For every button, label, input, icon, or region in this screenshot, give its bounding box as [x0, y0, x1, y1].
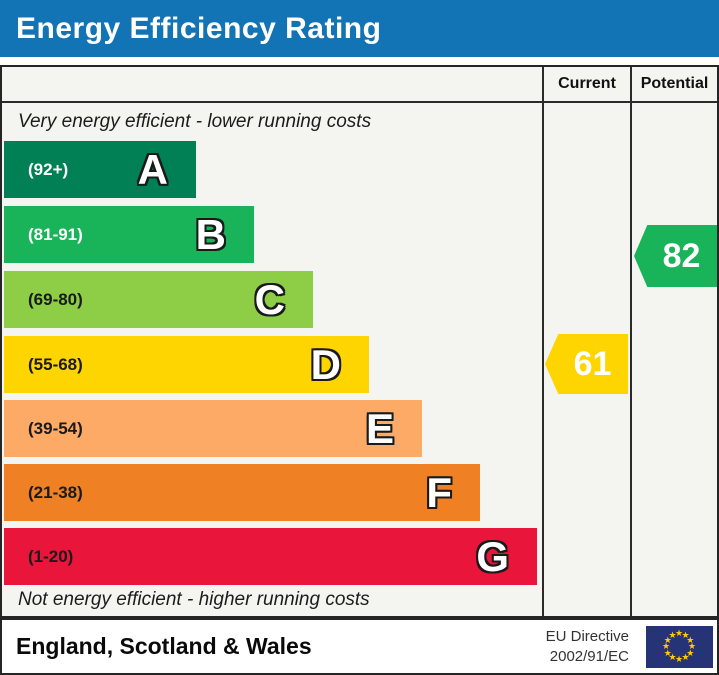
- potential-column-header: Potential: [640, 75, 709, 92]
- eu-flag-star-icon: ★: [663, 647, 672, 658]
- eu-flag-star-icon: ★: [675, 654, 684, 664]
- band-range: (55-68): [28, 354, 83, 374]
- eu-flag-star-icon: ★: [681, 629, 690, 640]
- band-letter: D: [310, 340, 341, 388]
- header-divider: [2, 101, 717, 103]
- band-f: (21-38) F: [4, 464, 480, 521]
- top-note: Very energy efficient - lower running co…: [18, 111, 372, 132]
- region-label: England, Scotland & Wales: [16, 633, 312, 659]
- band-range: (92+): [28, 159, 69, 179]
- current-column-divider: [542, 67, 544, 616]
- band-range: (1-20): [28, 546, 74, 566]
- eu-flag-star-icon: ★: [686, 647, 695, 658]
- eu-directive-line1: EU Directive: [545, 628, 629, 645]
- band-a: (92+) A: [4, 141, 196, 198]
- eu-flag-star-icon: ★: [663, 634, 672, 645]
- eu-flag-star-icon: ★: [688, 641, 697, 651]
- potential-rating-arrow: 82: [634, 225, 717, 287]
- eu-flag-icon: ★ ★ ★ ★ ★ ★ ★ ★ ★ ★ ★ ★: [646, 626, 713, 668]
- band-letter: B: [195, 210, 226, 258]
- band-range: (39-54): [28, 418, 83, 438]
- eu-flag-star-icon: ★: [668, 652, 677, 663]
- band-letter: C: [254, 275, 285, 323]
- page-title: Energy Efficiency Rating: [16, 12, 382, 45]
- bottom-note: Not energy efficient - higher running co…: [18, 589, 370, 610]
- band-range: (21-38): [28, 482, 83, 502]
- eu-flag-star-icon: ★: [668, 629, 677, 640]
- band-letter: G: [476, 532, 509, 580]
- band-c: (69-80) C: [4, 271, 313, 328]
- band-letter: E: [365, 404, 394, 452]
- band-e: (39-54) E: [4, 400, 422, 457]
- eu-directive-label: EU Directive 2002/91/EC: [546, 627, 629, 667]
- footer: England, Scotland & Wales EU Directive 2…: [0, 618, 719, 675]
- eu-flag-star-icon: ★: [662, 641, 671, 651]
- current-column-header: Current: [558, 75, 616, 92]
- rating-table: Current Potential Very energy efficient …: [0, 65, 719, 618]
- band-g: (1-20) G: [4, 528, 537, 585]
- eu-flag-star-icon: ★: [686, 634, 695, 645]
- title-bar: Energy Efficiency Rating: [0, 0, 719, 57]
- band-letter: A: [137, 145, 168, 193]
- eu-flag-star-icon: ★: [675, 628, 684, 638]
- potential-column-divider: [630, 67, 632, 616]
- band-b: (81-91) B: [4, 206, 254, 263]
- band-letter: F: [426, 468, 452, 516]
- band-d: (55-68) D: [4, 336, 369, 393]
- eu-directive-line2: 2002/91/EC: [549, 648, 629, 665]
- band-range: (81-91): [28, 224, 83, 244]
- band-range: (69-80): [28, 289, 83, 309]
- current-rating-arrow: 61: [545, 334, 628, 394]
- eu-flag-star-icon: ★: [681, 652, 690, 663]
